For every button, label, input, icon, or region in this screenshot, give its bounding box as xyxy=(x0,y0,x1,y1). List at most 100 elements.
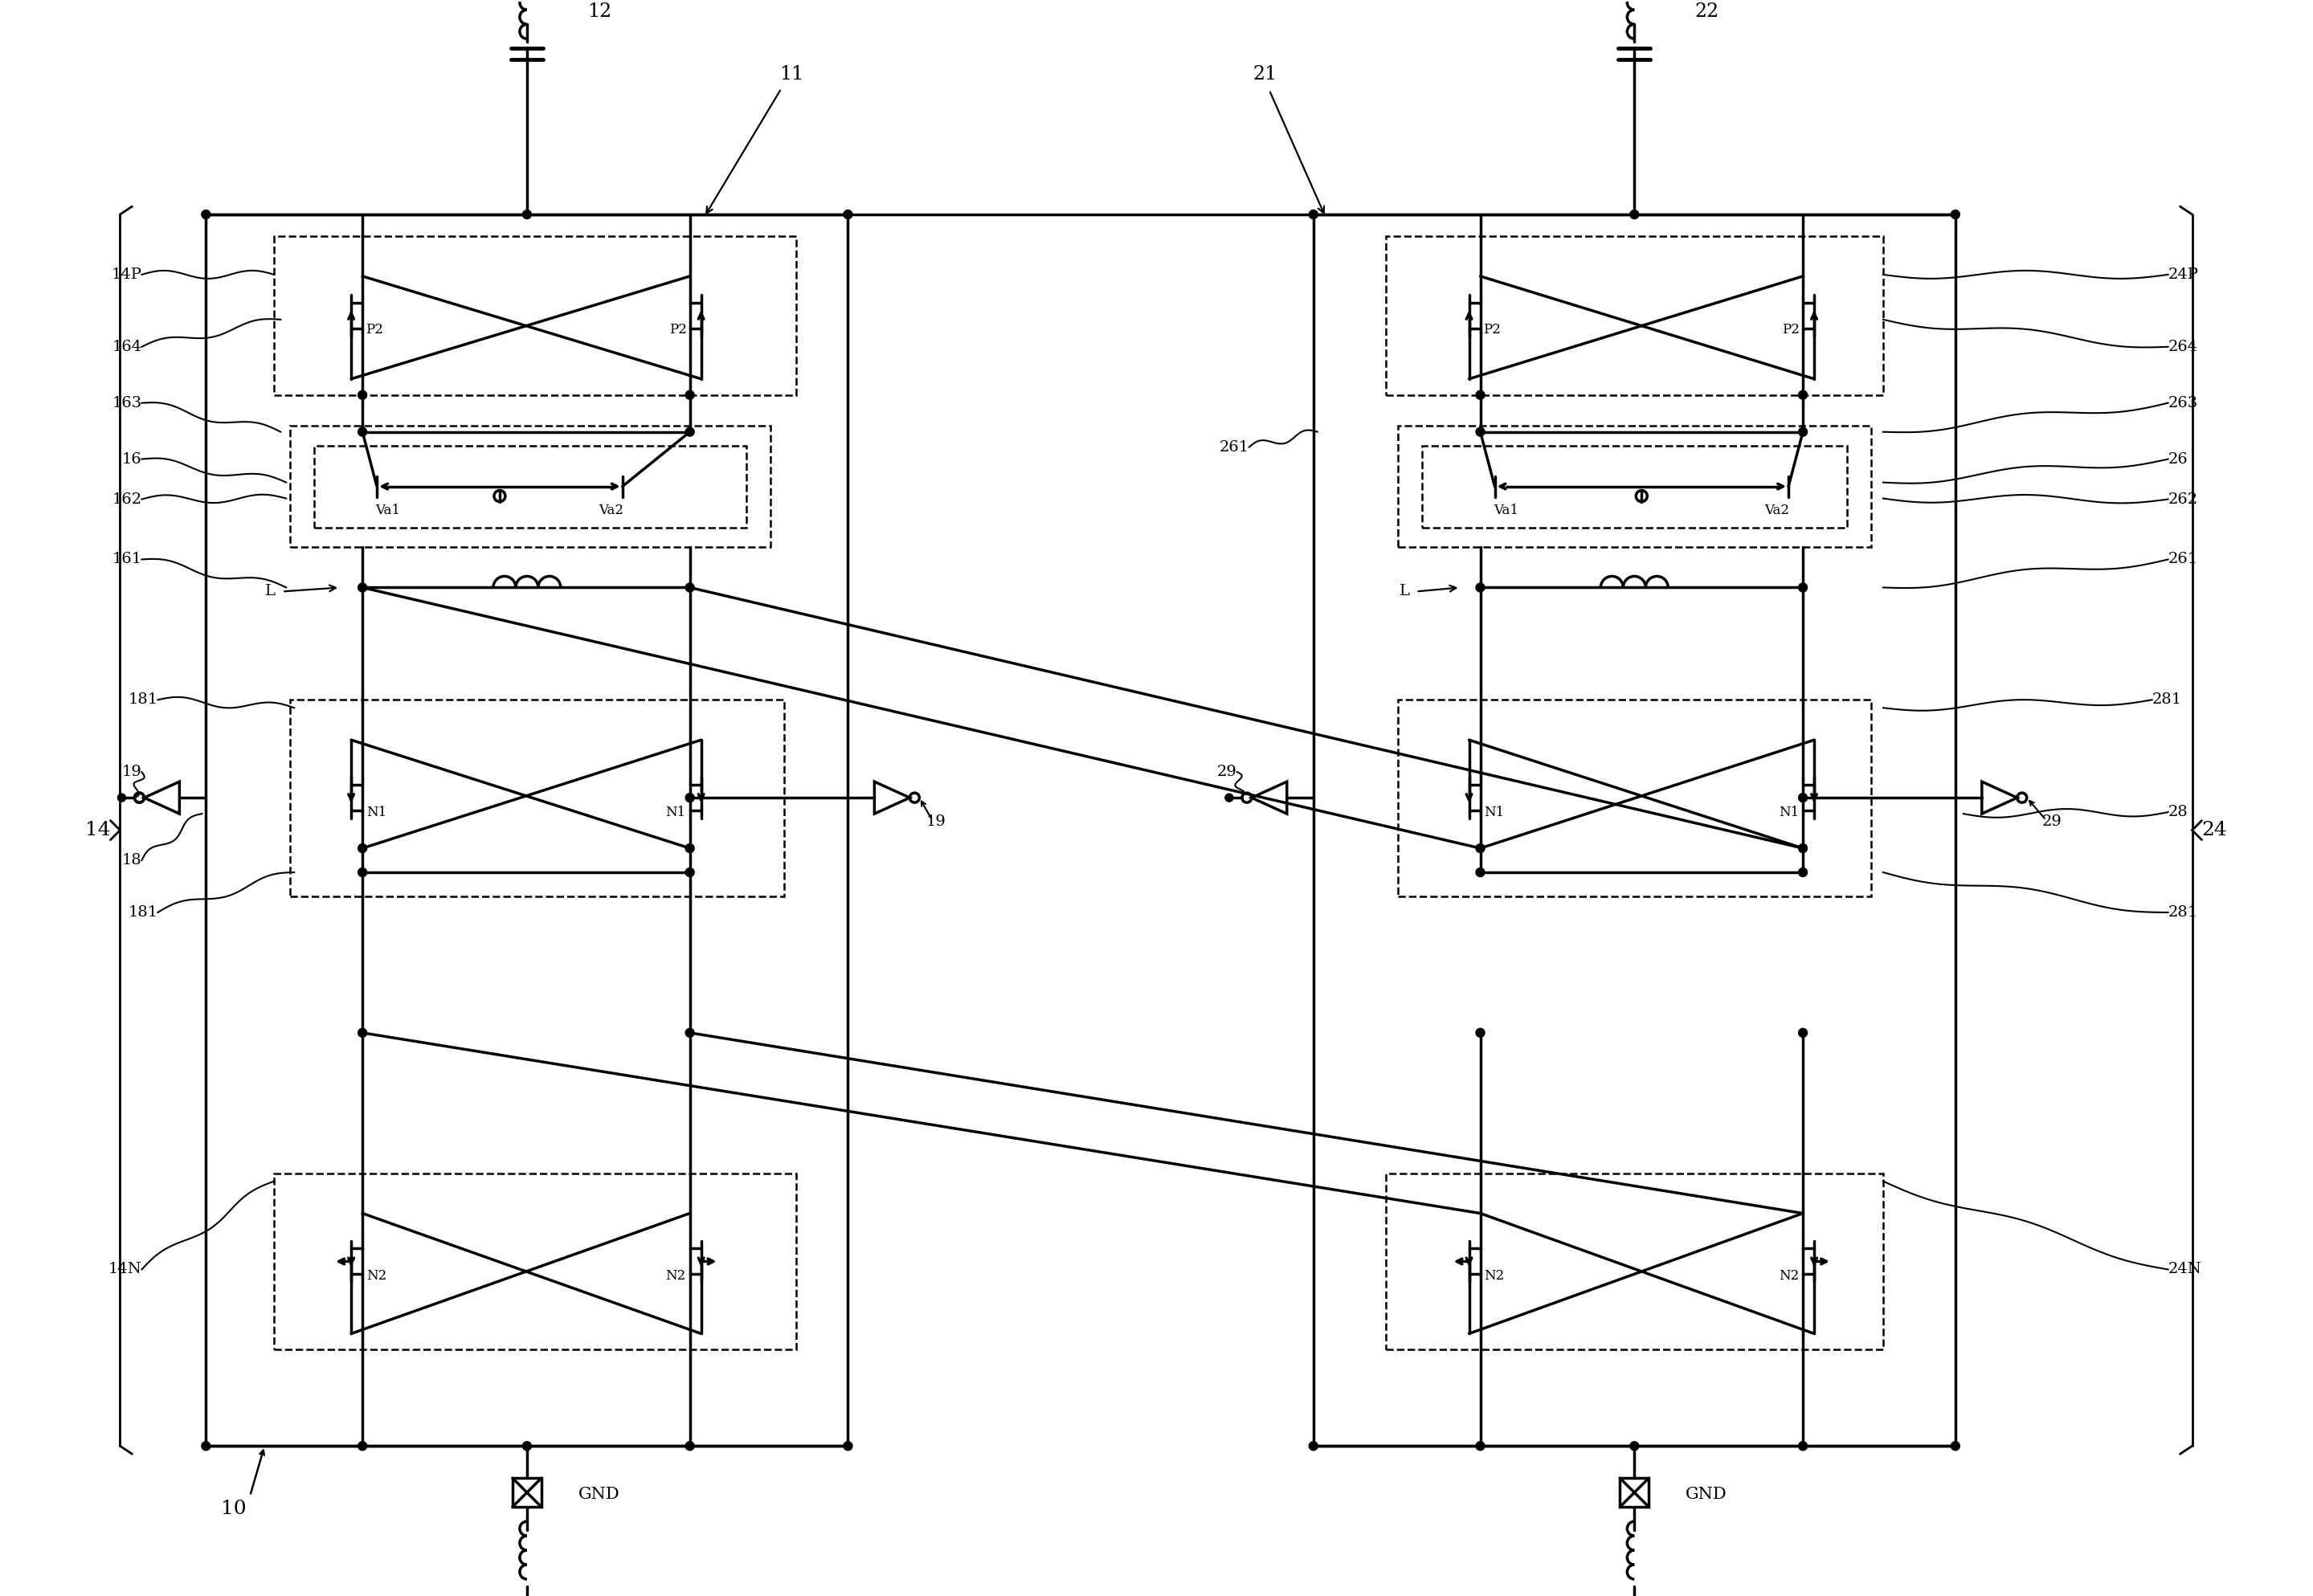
Circle shape xyxy=(1800,428,1806,436)
Circle shape xyxy=(1476,583,1485,592)
Circle shape xyxy=(1309,1441,1318,1451)
Text: L: L xyxy=(1399,584,1409,598)
Text: 19: 19 xyxy=(925,814,946,828)
Circle shape xyxy=(685,583,694,592)
Circle shape xyxy=(844,211,853,219)
Circle shape xyxy=(1800,844,1806,852)
Bar xyxy=(1422,445,1848,527)
Text: 12: 12 xyxy=(588,2,611,21)
Circle shape xyxy=(359,428,368,436)
Bar xyxy=(289,699,784,897)
Circle shape xyxy=(1800,1441,1806,1451)
Text: N1: N1 xyxy=(666,806,687,819)
Text: 264: 264 xyxy=(2167,340,2197,354)
Bar xyxy=(513,1478,541,1507)
Text: N2: N2 xyxy=(365,1269,386,1283)
Text: P2: P2 xyxy=(1483,322,1501,337)
Circle shape xyxy=(685,868,694,876)
Circle shape xyxy=(1800,1028,1806,1037)
Circle shape xyxy=(1476,1441,1485,1451)
Text: 19: 19 xyxy=(123,764,141,779)
Text: 24N: 24N xyxy=(2167,1262,2202,1277)
Text: 18: 18 xyxy=(123,852,141,868)
Text: 24P: 24P xyxy=(2167,268,2200,282)
Circle shape xyxy=(201,1441,210,1451)
Circle shape xyxy=(359,1441,368,1451)
Text: 21: 21 xyxy=(1254,65,1277,83)
Text: N1: N1 xyxy=(1485,806,1503,819)
Circle shape xyxy=(1476,844,1485,852)
Text: 11: 11 xyxy=(779,65,805,83)
Text: 261: 261 xyxy=(1219,440,1249,455)
Circle shape xyxy=(359,844,368,852)
Bar xyxy=(1385,1173,1883,1350)
Circle shape xyxy=(1309,211,1318,219)
Text: N2: N2 xyxy=(1779,1269,1800,1283)
Circle shape xyxy=(1800,793,1806,803)
Circle shape xyxy=(1476,1028,1485,1037)
Circle shape xyxy=(201,211,210,219)
Circle shape xyxy=(359,868,368,876)
Circle shape xyxy=(685,793,694,803)
Text: N1: N1 xyxy=(1779,806,1800,819)
Text: 181: 181 xyxy=(127,905,157,919)
Circle shape xyxy=(1631,1441,1640,1451)
Text: Va1: Va1 xyxy=(1494,504,1517,517)
Bar xyxy=(275,236,796,394)
Bar xyxy=(1385,236,1883,394)
Text: 22: 22 xyxy=(1695,2,1719,21)
Text: L: L xyxy=(266,584,275,598)
Text: 14: 14 xyxy=(86,820,111,839)
Circle shape xyxy=(359,391,368,399)
Circle shape xyxy=(1226,793,1233,801)
Circle shape xyxy=(523,211,532,219)
Circle shape xyxy=(844,1441,853,1451)
Circle shape xyxy=(685,1441,694,1451)
Bar xyxy=(315,445,747,527)
Text: 29: 29 xyxy=(2042,814,2061,828)
Text: 164: 164 xyxy=(111,340,141,354)
Circle shape xyxy=(685,391,694,399)
Text: 28: 28 xyxy=(2167,804,2188,819)
Text: 161: 161 xyxy=(111,552,141,567)
Circle shape xyxy=(685,844,694,852)
Circle shape xyxy=(1476,428,1485,436)
Circle shape xyxy=(1800,391,1806,399)
Text: 281: 281 xyxy=(2151,693,2181,707)
Circle shape xyxy=(359,1028,368,1037)
Bar xyxy=(1397,426,1871,547)
Text: 162: 162 xyxy=(111,492,141,506)
Text: 29: 29 xyxy=(1217,764,1237,779)
Circle shape xyxy=(118,793,125,801)
Text: 163: 163 xyxy=(111,396,141,410)
Text: 14P: 14P xyxy=(111,268,141,282)
Circle shape xyxy=(1631,211,1640,219)
Circle shape xyxy=(1800,868,1806,876)
Text: 10: 10 xyxy=(222,1499,247,1518)
Text: N2: N2 xyxy=(1485,1269,1503,1283)
Circle shape xyxy=(1950,1441,1959,1451)
Text: N2: N2 xyxy=(666,1269,687,1283)
Circle shape xyxy=(1950,211,1959,219)
Circle shape xyxy=(685,428,694,436)
Text: Va1: Va1 xyxy=(375,504,400,517)
Text: 181: 181 xyxy=(127,693,157,707)
Bar xyxy=(1619,1478,1649,1507)
Text: 261: 261 xyxy=(2167,552,2197,567)
Bar xyxy=(206,214,849,1446)
Bar xyxy=(275,1173,796,1350)
Text: 24: 24 xyxy=(2202,820,2227,839)
Text: P2: P2 xyxy=(1781,322,1800,337)
Circle shape xyxy=(685,1028,694,1037)
Bar xyxy=(289,426,770,547)
Text: GND: GND xyxy=(1686,1486,1728,1502)
Text: 16: 16 xyxy=(123,452,141,466)
Text: 262: 262 xyxy=(2167,492,2197,506)
Text: P2: P2 xyxy=(668,322,687,337)
Text: GND: GND xyxy=(578,1486,620,1502)
Circle shape xyxy=(1476,868,1485,876)
Text: 14N: 14N xyxy=(109,1262,141,1277)
Circle shape xyxy=(359,583,368,592)
Text: Va2: Va2 xyxy=(599,504,625,517)
Text: P2: P2 xyxy=(365,322,384,337)
